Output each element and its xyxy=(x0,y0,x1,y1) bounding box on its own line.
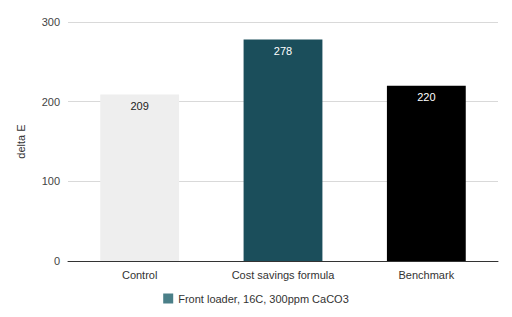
svg-text:209: 209 xyxy=(130,100,148,112)
svg-text:100: 100 xyxy=(42,175,60,187)
svg-text:220: 220 xyxy=(417,91,435,103)
svg-text:200: 200 xyxy=(42,96,60,108)
svg-text:Benchmark: Benchmark xyxy=(399,269,455,281)
svg-text:delta E: delta E xyxy=(15,124,27,158)
svg-text:0: 0 xyxy=(54,255,60,267)
svg-text:Front loader, 16C, 300ppm CaCO: Front loader, 16C, 300ppm CaCO3 xyxy=(178,293,349,305)
svg-text:300: 300 xyxy=(42,16,60,28)
svg-text:278: 278 xyxy=(274,45,292,57)
svg-text:Control: Control xyxy=(122,269,157,281)
svg-text:Cost savings formula: Cost savings formula xyxy=(232,269,336,281)
